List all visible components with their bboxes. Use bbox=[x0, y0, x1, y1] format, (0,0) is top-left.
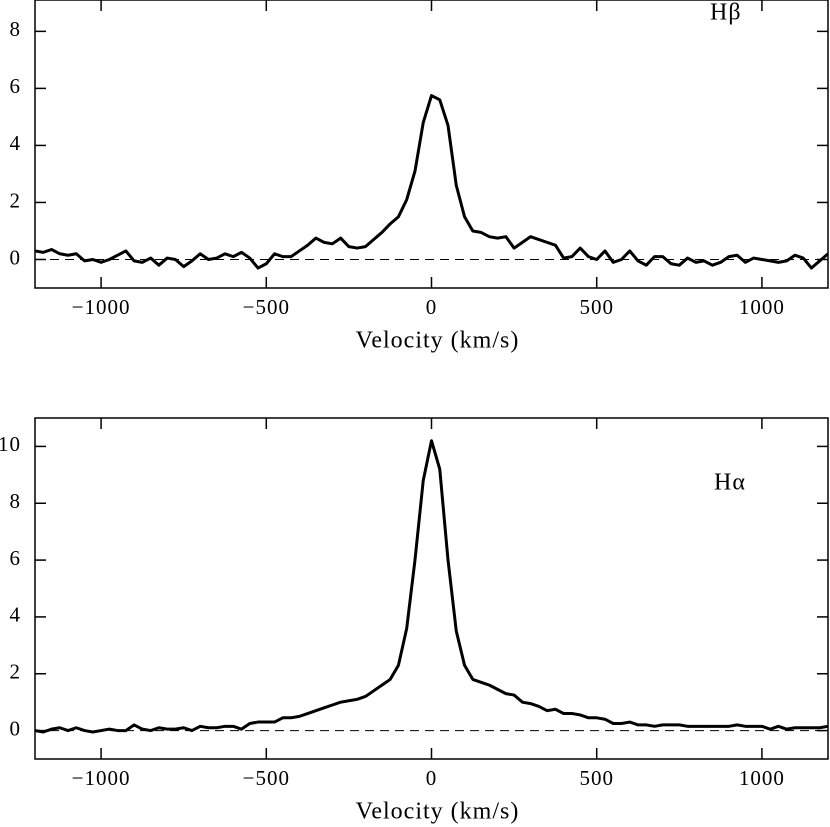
plot-frame bbox=[34, 0, 829, 289]
y-tick-label: 10 bbox=[0, 432, 21, 456]
y-tick-label: 8 bbox=[10, 489, 22, 513]
x-tick-label: 1000 bbox=[739, 295, 785, 319]
x-tick-label: 500 bbox=[579, 295, 614, 319]
y-tick-label: 0 bbox=[10, 245, 22, 269]
spectrum-line bbox=[34, 439, 829, 734]
y-tick-label: 6 bbox=[10, 74, 22, 98]
y-tick-label: 4 bbox=[10, 603, 22, 627]
x-tick-label: −1000 bbox=[72, 766, 131, 790]
annotation: Hβ bbox=[710, 0, 742, 26]
annotation: Hα bbox=[714, 470, 746, 496]
y-tick-label: 4 bbox=[10, 131, 22, 155]
y-tick-label: 2 bbox=[10, 188, 22, 212]
y-tick-label: 8 bbox=[10, 17, 22, 41]
y-tick-label: 6 bbox=[10, 546, 22, 570]
y-tick-label: 2 bbox=[10, 660, 22, 684]
spectrum-line bbox=[34, 94, 829, 270]
x-tick-label: −1000 bbox=[72, 295, 131, 319]
x-axis-label: Velocity (km/s) bbox=[356, 799, 520, 825]
y-tick-label: 0 bbox=[10, 716, 22, 740]
x-tick-label: 0 bbox=[426, 766, 438, 790]
x-tick-label: 0 bbox=[426, 295, 438, 319]
x-tick-label: 500 bbox=[579, 766, 614, 790]
x-axis-label: Velocity (km/s) bbox=[356, 328, 520, 354]
plot-frame bbox=[34, 417, 829, 760]
x-tick-label: −500 bbox=[243, 766, 290, 790]
x-tick-label: 1000 bbox=[739, 766, 785, 790]
x-tick-label: −500 bbox=[243, 295, 290, 319]
